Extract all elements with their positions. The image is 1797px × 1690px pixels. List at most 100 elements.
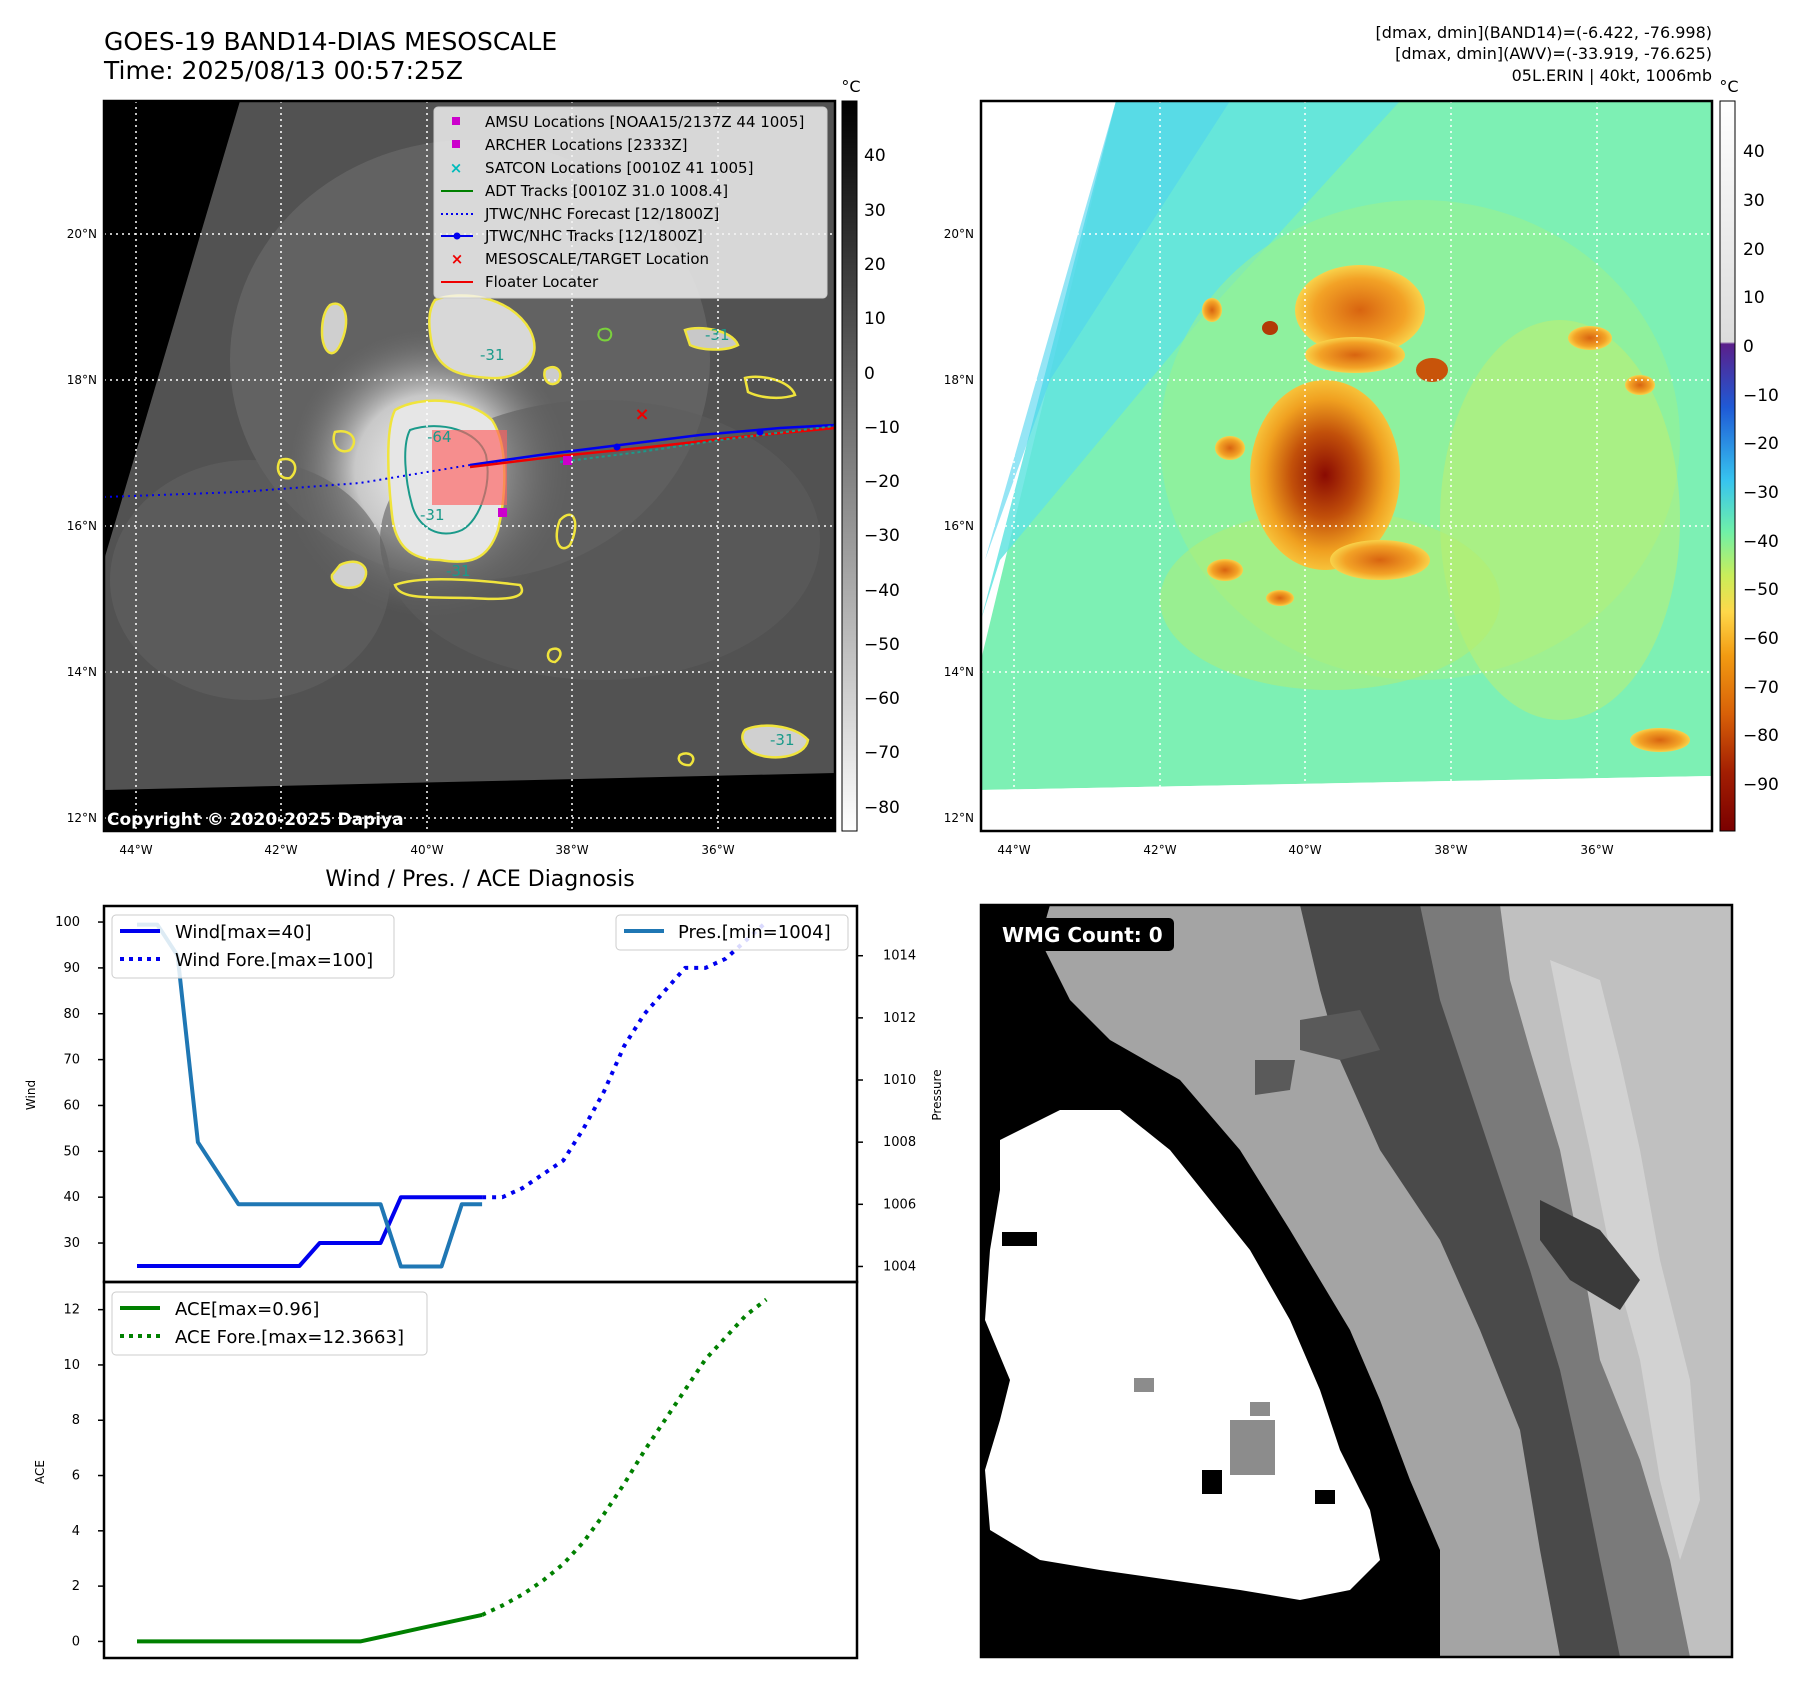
svg-text:12°N: 12°N bbox=[944, 811, 974, 825]
wind-tick-label: 30 bbox=[63, 1236, 80, 1251]
wind-tick-label: 50 bbox=[63, 1144, 80, 1159]
legend-tracks: JTWC/NHC Tracks [12/1800Z] bbox=[484, 227, 703, 245]
wmg-white-region bbox=[985, 1110, 1380, 1600]
legend-archer: ARCHER Locations [2333Z] bbox=[485, 136, 688, 154]
pressure-y-ticks: 1004 1006 1008 1010 1012 1014 bbox=[857, 949, 916, 1274]
ir-legend: AMSU Locations [NOAA15/2137Z 44 1005] AR… bbox=[433, 106, 828, 299]
wind-tick-label: 70 bbox=[63, 1053, 80, 1068]
svg-text:14°N: 14°N bbox=[944, 665, 974, 679]
stats-awv: [dmax, dmin](AWV)=(-33.919, -76.625) bbox=[1395, 44, 1712, 63]
svg-text:10: 10 bbox=[1743, 288, 1765, 308]
legend-satcon: SATCON Locations [0010Z 41 1005] bbox=[485, 159, 753, 177]
chart-title: Wind / Pres. / ACE Diagnosis bbox=[325, 867, 634, 892]
legend-mesoscale: MESOSCALE/TARGET Location bbox=[485, 250, 709, 268]
svg-text:18°N: 18°N bbox=[944, 373, 974, 387]
stats-band14: [dmax, dmin](BAND14)=(-6.422, -76.998) bbox=[1376, 23, 1712, 42]
svg-text:−40: −40 bbox=[864, 581, 900, 601]
mesoscale-target-marker: × bbox=[634, 404, 649, 425]
wmg-panel: WMG Count: 0 bbox=[979, 903, 1734, 1659]
svg-text:−50: −50 bbox=[864, 635, 900, 655]
svg-text:44°W: 44°W bbox=[119, 843, 152, 857]
series-line bbox=[137, 1612, 483, 1644]
wind-tick-label: 80 bbox=[63, 1007, 80, 1022]
svg-text:×: × bbox=[450, 159, 463, 177]
floater-box bbox=[432, 430, 507, 505]
svg-text:0: 0 bbox=[1743, 337, 1754, 357]
ace-axes-frame bbox=[102, 1280, 859, 1660]
ir-axis-ticks: 20°N 18°N 16°N 14°N 12°N 44°W 42°W 40°W … bbox=[67, 227, 735, 857]
series-line bbox=[481, 1297, 768, 1617]
pressure-tick-label: 1008 bbox=[883, 1135, 916, 1150]
wmg-count-badge bbox=[994, 918, 1174, 951]
svg-text:−30: −30 bbox=[864, 526, 900, 546]
pressure-tick-label: 1004 bbox=[883, 1259, 916, 1274]
water-vapor-panel: 20°N 18°N 16°N 14°N 12°N 44°W 42°W 40°W … bbox=[944, 77, 1779, 857]
wind-tick-label: 100 bbox=[55, 915, 80, 930]
ace-legend: ACE[max=0.96] ACE Fore.[max=12.3663] bbox=[111, 1291, 428, 1356]
wind-tick-label: 40 bbox=[63, 1190, 80, 1205]
svg-text:−60: −60 bbox=[864, 689, 900, 709]
legend-wind: Wind[max=40] bbox=[175, 922, 312, 943]
wind-y-ticks: 30 40 50 60 70 80 90 100 bbox=[55, 915, 104, 1251]
storm-info: 05L.ERIN | 40kt, 1006mb bbox=[1512, 66, 1712, 85]
svg-text:14°N: 14°N bbox=[67, 665, 97, 679]
ace-tick-label: 4 bbox=[72, 1524, 80, 1539]
ace-y-ticks: 0 2 4 6 8 10 12 bbox=[63, 1303, 104, 1649]
svg-text:30: 30 bbox=[1743, 191, 1765, 211]
ace-series bbox=[137, 1297, 768, 1644]
ace-tick-label: 2 bbox=[72, 1579, 80, 1594]
svg-text:−50: −50 bbox=[1743, 580, 1779, 600]
svg-text:42°W: 42°W bbox=[264, 843, 297, 857]
contour-label: -31 bbox=[480, 346, 505, 364]
svg-text:−70: −70 bbox=[1743, 678, 1779, 698]
ace-tick-label: 12 bbox=[63, 1303, 80, 1318]
series-line bbox=[137, 922, 483, 1269]
series-line bbox=[137, 1195, 483, 1268]
forecast-track bbox=[104, 464, 471, 498]
ace-tick-label: 0 bbox=[72, 1634, 80, 1649]
svg-text:40: 40 bbox=[1743, 142, 1765, 162]
wind-tick-label: 60 bbox=[63, 1098, 80, 1113]
svg-text:12°N: 12°N bbox=[67, 811, 97, 825]
svg-text:10: 10 bbox=[864, 309, 886, 329]
ace-tick-label: 6 bbox=[72, 1469, 80, 1484]
wv-colorbar-unit: °C bbox=[1719, 77, 1738, 96]
amsu-marker bbox=[563, 456, 572, 465]
copyright-text: Copyright © 2020-2025 Dapiya bbox=[107, 810, 404, 830]
ace-tick-label: 10 bbox=[63, 1358, 80, 1373]
wind-legend: Wind[max=40] Wind Fore.[max=100] bbox=[111, 914, 395, 979]
pressure-tick-label: 1014 bbox=[883, 949, 916, 964]
svg-text:−40: −40 bbox=[1743, 532, 1779, 552]
contour-label: -31 bbox=[420, 506, 445, 524]
svg-text:42°W: 42°W bbox=[1143, 843, 1176, 857]
svg-text:40°W: 40°W bbox=[1288, 843, 1321, 857]
pressure-tick-label: 1012 bbox=[883, 1011, 916, 1026]
svg-text:−20: −20 bbox=[1743, 434, 1779, 454]
svg-text:−70: −70 bbox=[864, 743, 900, 763]
wv-colorbar: °C 40 30 20 10 0 −10 −20 −30 −40 −50 −60… bbox=[1719, 77, 1779, 832]
pressure-legend: Pres.[min=1004] bbox=[615, 914, 849, 951]
diagnosis-charts: Wind / Pres. / ACE Diagnosis 30405060708… bbox=[24, 867, 944, 1660]
wind-tick-label: 90 bbox=[63, 961, 80, 976]
contour-label: -64 bbox=[427, 428, 452, 446]
wind-series bbox=[137, 920, 768, 1269]
floater-locater-track bbox=[469, 426, 835, 469]
svg-text:20°N: 20°N bbox=[944, 227, 974, 241]
legend-ace: ACE[max=0.96] bbox=[175, 1299, 319, 1320]
svg-text:−10: −10 bbox=[1743, 386, 1779, 406]
wmg-count-label: WMG Count: 0 bbox=[1002, 923, 1163, 947]
storm-core bbox=[1250, 380, 1400, 570]
ir-satellite-panel: × -64 -31 -31 -31 -31 -31 Copyright © 20 bbox=[67, 77, 900, 857]
svg-text:36°W: 36°W bbox=[1580, 843, 1613, 857]
wv-gridlines bbox=[981, 101, 1712, 831]
figure-time: Time: 2025/08/13 00:57:25Z bbox=[103, 56, 463, 85]
svg-text:20: 20 bbox=[864, 255, 886, 275]
svg-text:16°N: 16°N bbox=[944, 519, 974, 533]
svg-text:−80: −80 bbox=[864, 798, 900, 818]
ir-colorbar-unit: °C bbox=[841, 77, 860, 96]
svg-text:−80: −80 bbox=[1743, 726, 1779, 746]
legend-forecast: JTWC/NHC Forecast [12/1800Z] bbox=[484, 205, 719, 223]
archer-marker bbox=[498, 508, 507, 517]
wv-axis-ticks: 20°N 18°N 16°N 14°N 12°N 44°W 42°W 40°W … bbox=[944, 227, 1614, 857]
